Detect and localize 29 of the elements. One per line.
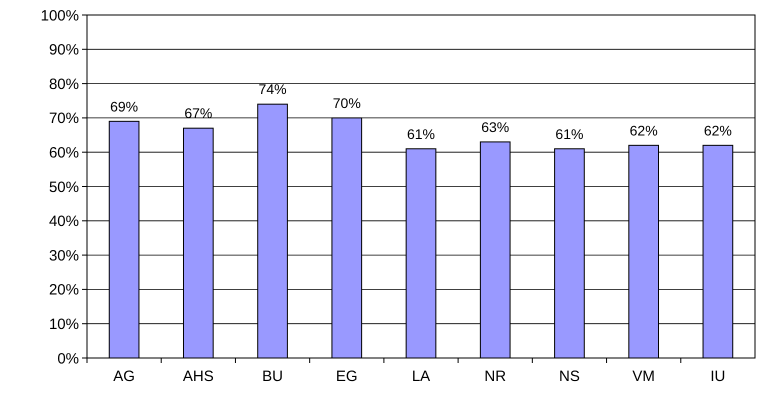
x-tick-label: NR: [484, 368, 506, 385]
y-tick-label: 70%: [48, 110, 79, 128]
y-tick-label: 40%: [48, 213, 79, 230]
y-tick-label: 50%: [48, 178, 79, 196]
x-tick-label: VM: [632, 368, 655, 385]
data-label: 61%: [406, 126, 436, 142]
y-tick-label: 10%: [48, 316, 79, 333]
y-tick-label: 100%: [40, 7, 79, 24]
x-tick-label: AG: [113, 368, 135, 385]
y-tick-label: 30%: [48, 247, 79, 264]
y-tick-label: 60%: [48, 144, 79, 162]
data-label: 74%: [258, 81, 287, 98]
x-tick-label: BU: [262, 368, 283, 385]
data-label: 62%: [704, 122, 732, 138]
data-label: 61%: [555, 126, 584, 142]
data-label: 70%: [332, 94, 361, 111]
y-tick-label: 20%: [48, 282, 79, 299]
x-tick-label: AHS: [182, 368, 214, 385]
x-tick-label: NS: [559, 368, 580, 385]
y-tick-label: 80%: [48, 76, 79, 93]
x-tick-label: IU: [710, 368, 726, 385]
y-tick-label: 0%: [57, 350, 79, 368]
y-tick-label: 90%: [48, 42, 79, 59]
x-tick-label: LA: [412, 368, 430, 385]
data-label: 67%: [184, 105, 212, 122]
data-label: 63%: [481, 118, 510, 135]
data-label: 62%: [630, 122, 658, 138]
x-tick-label: EG: [336, 368, 358, 385]
data-label: 69%: [110, 98, 138, 114]
